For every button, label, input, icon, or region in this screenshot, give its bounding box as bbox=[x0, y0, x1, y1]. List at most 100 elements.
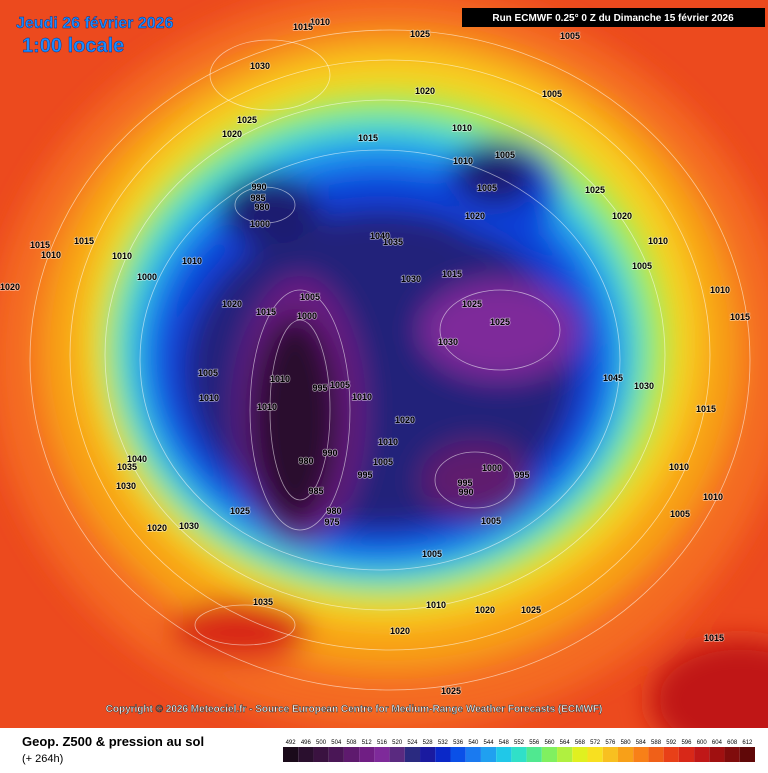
pressure-label: 995 bbox=[457, 478, 472, 488]
footer-lead: (+ 264h) bbox=[22, 753, 63, 765]
scale-swatch bbox=[420, 747, 436, 762]
footer-title: Geop. Z500 & pression au sol bbox=[22, 734, 204, 749]
pressure-label: 995 bbox=[514, 470, 529, 480]
pressure-label: 990 bbox=[458, 487, 473, 497]
pressure-label: 1025 bbox=[441, 686, 461, 696]
scale-label: 504 bbox=[331, 740, 342, 746]
scale-label: 584 bbox=[636, 740, 647, 746]
pressure-label: 1035 bbox=[117, 462, 137, 472]
pressure-label: 1020 bbox=[475, 605, 495, 615]
scale-label: 548 bbox=[499, 740, 510, 746]
scale-swatch bbox=[557, 747, 573, 762]
pressure-label: 1025 bbox=[490, 317, 510, 327]
pressure-label: 1005 bbox=[495, 150, 515, 160]
pressure-label: 1040 bbox=[127, 454, 147, 464]
scale-swatch bbox=[435, 747, 451, 762]
pressure-label: 1005 bbox=[477, 183, 497, 193]
scale-swatch bbox=[374, 747, 390, 762]
pressure-label: 1005 bbox=[632, 261, 652, 271]
scale-swatch bbox=[587, 747, 603, 762]
pressure-label: 1015 bbox=[256, 307, 276, 317]
pressure-label: 1000 bbox=[482, 463, 502, 473]
scale-swatch bbox=[328, 747, 344, 762]
pressure-label: 1010 bbox=[41, 250, 61, 260]
scale-label: 612 bbox=[742, 740, 753, 746]
pressure-label: 1020 bbox=[222, 129, 242, 139]
scale-swatch bbox=[663, 747, 679, 762]
scale-swatch bbox=[404, 747, 421, 762]
scale-swatch bbox=[450, 747, 466, 762]
scale-label: 528 bbox=[423, 740, 434, 746]
scale-label: 532 bbox=[438, 740, 449, 746]
pressure-label: 1015 bbox=[704, 633, 724, 643]
pressure-label: 1030 bbox=[401, 274, 421, 284]
scale-label: 580 bbox=[621, 740, 632, 746]
scale-swatch bbox=[465, 747, 481, 762]
pressure-label: 1025 bbox=[462, 299, 482, 309]
scale-swatch bbox=[298, 747, 314, 762]
scale-swatch bbox=[480, 747, 497, 762]
pressure-label: 1005 bbox=[560, 31, 580, 41]
pressure-label: 1025 bbox=[237, 115, 257, 125]
pressure-label: 1010 bbox=[378, 437, 398, 447]
scale-swatch bbox=[283, 747, 299, 762]
scale-label: 568 bbox=[575, 740, 586, 746]
scale-label: 540 bbox=[468, 740, 479, 746]
scale-label: 576 bbox=[605, 740, 616, 746]
pressure-label: 1010 bbox=[426, 600, 446, 610]
scale-swatch bbox=[709, 747, 725, 762]
scale-label: 520 bbox=[392, 740, 403, 746]
pressure-label: 980 bbox=[298, 456, 313, 466]
scale-label: 524 bbox=[407, 740, 418, 746]
scale-label: 596 bbox=[681, 740, 692, 746]
pressure-label: 985 bbox=[308, 486, 323, 496]
pressure-label: 1010 bbox=[352, 392, 372, 402]
pressure-label: 1025 bbox=[521, 605, 541, 615]
pressure-label: 1030 bbox=[250, 61, 270, 71]
scale-label: 608 bbox=[727, 740, 738, 746]
contours bbox=[29, 29, 751, 691]
scale-swatch bbox=[526, 747, 542, 762]
scale-swatch bbox=[359, 747, 375, 762]
scale-label: 572 bbox=[590, 740, 601, 746]
pressure-label: 1015 bbox=[442, 269, 462, 279]
scale-label: 552 bbox=[514, 740, 525, 746]
pressure-label: 1020 bbox=[465, 211, 485, 221]
pressure-label: 1005 bbox=[670, 509, 690, 519]
pressure-label: 1035 bbox=[383, 237, 403, 247]
copyright: Copyright © 2026 Meteociel.fr - Source E… bbox=[106, 704, 603, 715]
scale-swatch bbox=[678, 747, 695, 762]
pressure-label: 1010 bbox=[710, 285, 730, 295]
scale-swatch bbox=[343, 747, 360, 762]
scale-swatch bbox=[617, 747, 634, 762]
time: 1:00 locale bbox=[22, 35, 124, 57]
pressure-label: 1000 bbox=[250, 219, 270, 229]
pressure-label: 1020 bbox=[390, 626, 410, 636]
date: Jeudi 26 février 2026 bbox=[16, 15, 174, 32]
scale-label: 512 bbox=[362, 740, 373, 746]
scale-swatch bbox=[572, 747, 588, 762]
pressure-label: 1030 bbox=[438, 337, 458, 347]
pressure-label: 1025 bbox=[410, 29, 430, 39]
pressure-label: 1010 bbox=[270, 374, 290, 384]
run: Run ECMWF 0.25° 0 Z du Dimanche 15 févri… bbox=[492, 13, 734, 24]
pressure-label: 1020 bbox=[395, 415, 415, 425]
pressure-label: 1030 bbox=[634, 381, 654, 391]
pressure-label: 1020 bbox=[147, 523, 167, 533]
pressure-label: 1045 bbox=[603, 373, 623, 383]
pressure-label: 1015 bbox=[730, 312, 750, 322]
pressure-label: 1015 bbox=[30, 240, 50, 250]
pressure-label: 995 bbox=[312, 383, 327, 393]
scale-label: 536 bbox=[453, 740, 464, 746]
scale-swatch bbox=[511, 747, 527, 762]
scale-swatch bbox=[739, 747, 755, 762]
pressure-label: 1020 bbox=[612, 211, 632, 221]
pressure-label: 980 bbox=[254, 202, 269, 212]
pressure-label: 1005 bbox=[542, 89, 562, 99]
pressure-label: 1010 bbox=[182, 256, 202, 266]
pressure-label: 1020 bbox=[0, 282, 20, 292]
run-box bbox=[462, 8, 765, 27]
